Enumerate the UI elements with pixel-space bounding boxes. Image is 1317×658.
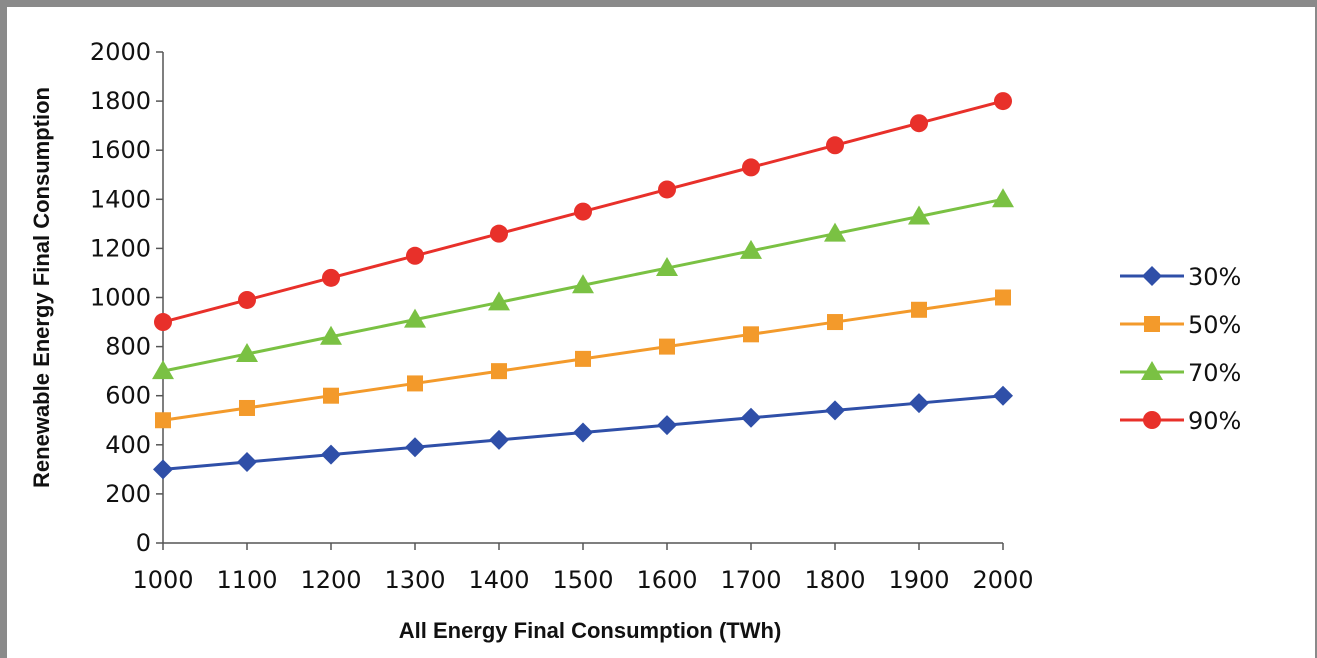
y-tick-label: 200 xyxy=(105,480,151,508)
data-point xyxy=(155,412,171,429)
data-point xyxy=(657,415,677,436)
data-point xyxy=(911,301,927,318)
y-tick-label: 1400 xyxy=(90,185,151,213)
axes xyxy=(156,51,1004,550)
x-tick-label: 1200 xyxy=(300,566,361,594)
data-point xyxy=(404,308,426,328)
data-point xyxy=(742,158,760,177)
legend-item: 90% xyxy=(1120,407,1241,435)
x-tick-label: 2000 xyxy=(972,566,1033,594)
legend-label: 70% xyxy=(1188,359,1241,387)
y-tick-label: 1600 xyxy=(90,136,151,164)
y-tick-label: 1800 xyxy=(90,87,151,115)
data-point xyxy=(237,451,257,472)
data-point xyxy=(909,393,929,414)
data-point xyxy=(407,375,423,392)
data-point xyxy=(490,224,508,243)
data-point xyxy=(154,313,172,332)
x-tick-label: 1100 xyxy=(216,566,277,594)
legend-item: 30% xyxy=(1120,263,1241,291)
data-point xyxy=(320,325,342,345)
y-tick-label: 2000 xyxy=(90,38,151,66)
legend: 30% 50% 70% 90% xyxy=(1120,263,1241,435)
x-tick-label: 1000 xyxy=(132,566,193,594)
data-point xyxy=(826,136,844,155)
legend-marker xyxy=(1142,266,1162,286)
data-point xyxy=(405,437,425,458)
series-90pct xyxy=(154,92,1012,332)
data-point xyxy=(321,444,341,465)
y-tick-label: 1200 xyxy=(90,234,151,262)
data-point xyxy=(239,399,255,416)
series-50pct xyxy=(155,289,1011,429)
data-point xyxy=(656,257,678,277)
data-point xyxy=(572,274,594,294)
legend-label: 50% xyxy=(1188,311,1241,339)
data-point xyxy=(573,422,593,443)
series-70pct xyxy=(152,188,1014,380)
data-point xyxy=(908,205,930,225)
data-point xyxy=(406,246,424,265)
data-point xyxy=(659,338,675,355)
series-group xyxy=(152,92,1014,480)
legend-marker xyxy=(1143,411,1161,429)
data-point xyxy=(575,350,591,367)
data-point xyxy=(323,387,339,404)
data-point xyxy=(992,188,1014,208)
y-tick-labels: 0 200 400 600 800 1000 1200 1400 1600 1800 2000 xyxy=(90,38,151,557)
legend-item: 70% xyxy=(1120,359,1241,387)
data-point xyxy=(322,268,340,287)
x-tick-label: 1300 xyxy=(384,566,445,594)
x-tick-label: 1700 xyxy=(720,566,781,594)
data-point xyxy=(152,360,174,380)
data-point xyxy=(658,180,676,199)
data-point xyxy=(153,459,173,480)
data-point xyxy=(236,342,258,362)
x-axis-title: All Energy Final Consumption (TWh) xyxy=(399,618,782,643)
legend-item: 50% xyxy=(1120,311,1241,339)
legend-marker xyxy=(1144,316,1160,332)
data-point xyxy=(993,385,1013,406)
x-tick-labels: 1000 1100 1200 1300 1400 1500 1600 1700 1800 1900… xyxy=(132,566,1033,594)
x-tick-label: 1800 xyxy=(804,566,865,594)
data-point xyxy=(995,289,1011,306)
series-30pct xyxy=(153,385,1013,480)
data-point xyxy=(238,290,256,309)
legend-marker xyxy=(1141,361,1163,380)
y-axis-title: Renewable Energy Final Consumption xyxy=(29,87,54,488)
data-point xyxy=(824,222,846,242)
data-point xyxy=(827,314,843,331)
data-point xyxy=(574,202,592,221)
x-tick-label: 1500 xyxy=(552,566,613,594)
legend-label: 30% xyxy=(1188,263,1241,291)
data-point xyxy=(491,363,507,380)
y-tick-label: 0 xyxy=(136,529,151,557)
x-tick-label: 1600 xyxy=(636,566,697,594)
data-point xyxy=(489,429,509,450)
data-point xyxy=(743,326,759,343)
y-tick-label: 400 xyxy=(105,431,151,459)
data-point xyxy=(994,92,1012,111)
x-tick-label: 1900 xyxy=(888,566,949,594)
data-point xyxy=(910,114,928,133)
x-tick-label: 1400 xyxy=(468,566,529,594)
data-point xyxy=(741,407,761,428)
legend-label: 90% xyxy=(1188,407,1241,435)
data-point xyxy=(825,400,845,421)
data-point xyxy=(488,291,510,311)
y-tick-label: 600 xyxy=(105,382,151,410)
y-tick-label: 1000 xyxy=(90,284,151,312)
y-tick-label: 800 xyxy=(105,333,151,361)
data-point xyxy=(740,239,762,259)
